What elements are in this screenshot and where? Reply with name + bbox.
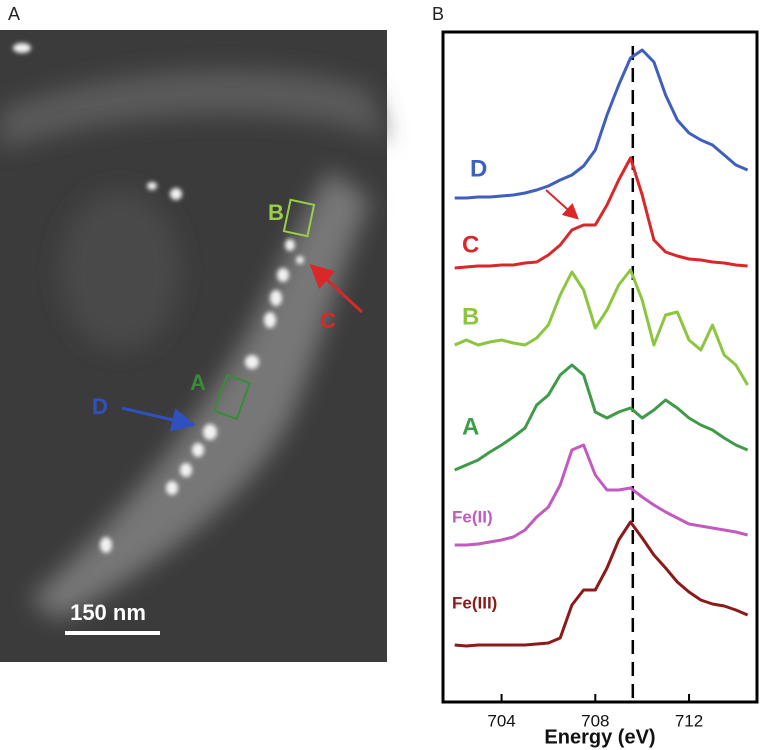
marker-label: A (190, 370, 206, 395)
scale-bar-label: 150 nm (70, 600, 146, 625)
annotation-arrow (545, 189, 579, 220)
panel-label: A (8, 4, 20, 24)
series-label: C (462, 231, 479, 258)
x-axis-label: Energy (eV) (544, 726, 655, 748)
plot-frame (441, 30, 759, 704)
marker-label: C (320, 308, 336, 333)
marker-label: D (92, 394, 108, 419)
spectrum-line (454, 363, 749, 472)
series-label: A (462, 413, 479, 440)
x-tick-label: 704 (487, 711, 515, 730)
series-label: Fe(II) (452, 507, 493, 526)
micrograph (0, 30, 387, 662)
series-label: B (462, 303, 479, 330)
panel-label: B (432, 4, 444, 24)
spectrum-line (454, 48, 749, 200)
spectrum-line (454, 268, 749, 386)
spectrum-line (454, 443, 748, 547)
spectrum-line (454, 156, 748, 270)
x-tick-label: 708 (581, 711, 609, 730)
spectrum-line (454, 520, 749, 648)
series-label: Fe(III) (452, 593, 497, 612)
plot: 704 708 712 D C B A Fe(II) Fe(III) (452, 46, 749, 730)
marker-label: B (268, 200, 284, 225)
series-label: D (470, 155, 487, 182)
x-tick-label: 712 (675, 711, 703, 730)
